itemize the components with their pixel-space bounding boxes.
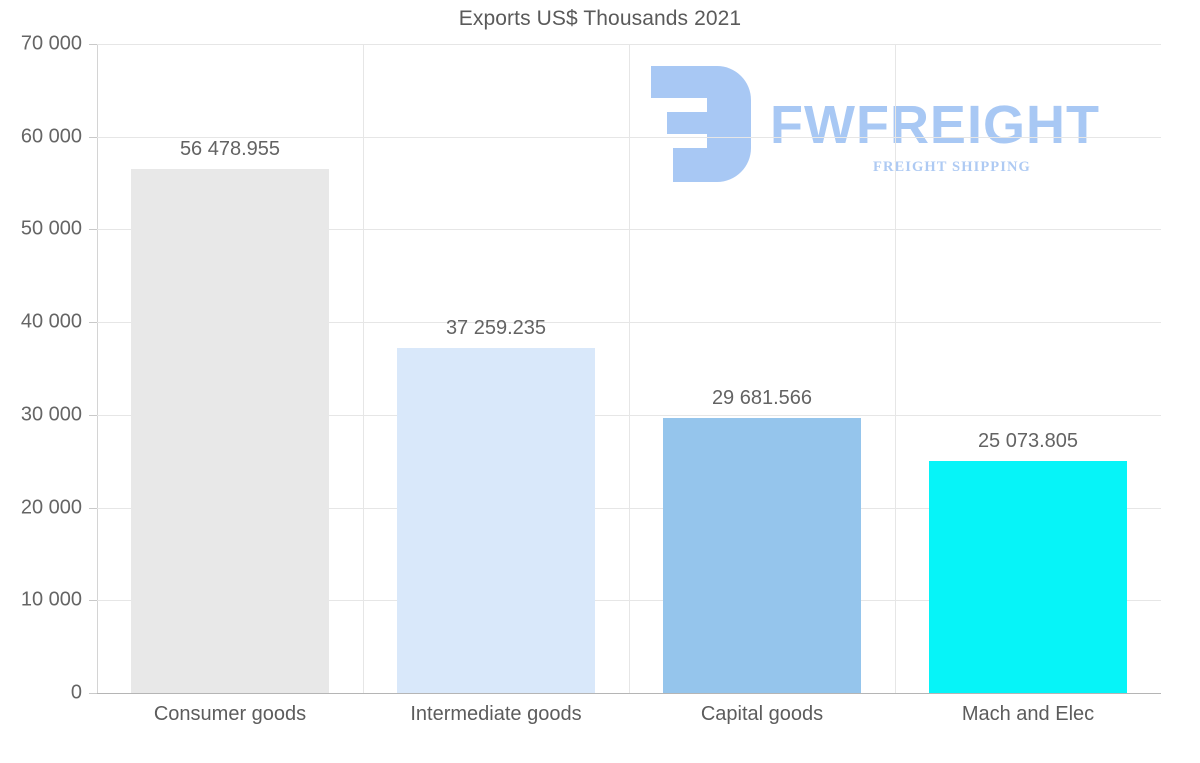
bar[interactable]: [131, 169, 329, 693]
bar[interactable]: [397, 347, 595, 693]
y-axis-tick: [89, 507, 97, 509]
x-axis-category-label: Consumer goods: [153, 703, 307, 725]
bar-value-label: 37 259.235: [445, 316, 547, 339]
bar[interactable]: [929, 460, 1127, 693]
plot-area: [97, 44, 1161, 693]
x-axis-category-label: Intermediate goods: [410, 703, 582, 725]
y-axis-tick-label: 70 000: [20, 32, 82, 55]
y-axis-tick-label: 10 000: [20, 588, 82, 611]
y-axis-tick: [89, 229, 97, 231]
y-axis-tick: [89, 414, 97, 416]
y-axis-tick-label: 0: [70, 681, 82, 704]
bar-value-label: 29 681.566: [711, 386, 813, 409]
bar-value-label: 56 478.955: [179, 138, 281, 161]
y-axis-tick: [89, 693, 97, 694]
bar-value-label: 25 073.805: [977, 429, 1079, 452]
x-axis-category-label: Capital goods: [700, 703, 824, 725]
y-axis-tick-label: 30 000: [20, 403, 82, 426]
y-axis-tick: [89, 136, 97, 138]
x-axis-line: [97, 693, 1161, 694]
bar[interactable]: [663, 417, 861, 693]
y-axis-tick: [89, 600, 97, 602]
y-axis-tick: [89, 44, 97, 45]
y-axis-tick-label: 60 000: [20, 125, 82, 148]
y-axis-tick: [89, 322, 97, 324]
y-axis-tick-label: 40 000: [20, 310, 82, 333]
gridline-vertical: [895, 44, 896, 693]
y-axis-tick-label: 20 000: [20, 496, 82, 519]
x-axis-category-label: Mach and Elec: [961, 703, 1095, 725]
gridline-vertical: [629, 44, 630, 693]
y-axis-tick-label: 50 000: [20, 217, 82, 240]
y-axis-line: [97, 44, 98, 694]
chart-title: Exports US$ Thousands 2021: [458, 7, 742, 30]
gridline-vertical: [363, 44, 364, 693]
